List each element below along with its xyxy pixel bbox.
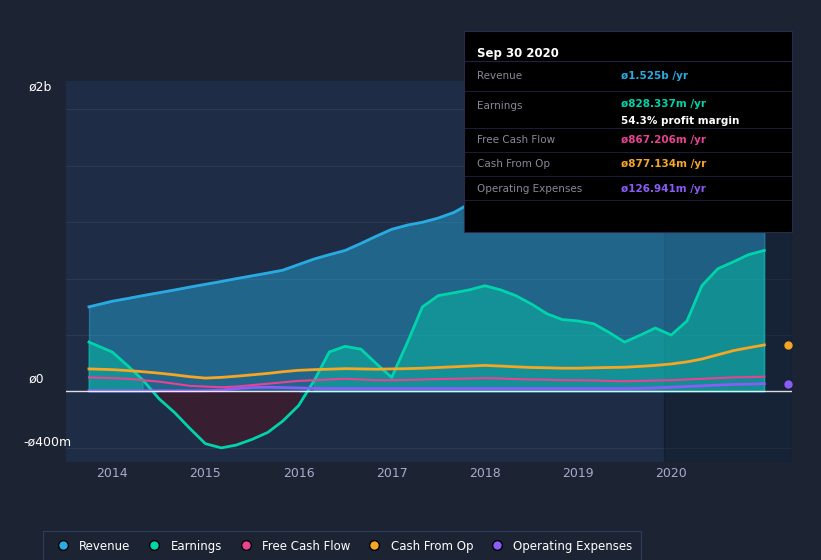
Text: Sep 30 2020: Sep 30 2020 xyxy=(477,47,559,60)
Text: ø1.525b /yr: ø1.525b /yr xyxy=(621,71,689,81)
Legend: Revenue, Earnings, Free Cash Flow, Cash From Op, Operating Expenses: Revenue, Earnings, Free Cash Flow, Cash … xyxy=(43,531,641,560)
Text: ø0: ø0 xyxy=(29,372,44,386)
Text: Free Cash Flow: Free Cash Flow xyxy=(477,134,555,144)
Text: ø126.941m /yr: ø126.941m /yr xyxy=(621,184,706,194)
Text: Earnings: Earnings xyxy=(477,101,522,111)
Text: 54.3% profit margin: 54.3% profit margin xyxy=(621,115,740,125)
Text: ø2b: ø2b xyxy=(29,80,52,94)
Text: Operating Expenses: Operating Expenses xyxy=(477,184,582,194)
Text: ø828.337m /yr: ø828.337m /yr xyxy=(621,99,707,109)
Text: ø867.206m /yr: ø867.206m /yr xyxy=(621,134,707,144)
Text: Revenue: Revenue xyxy=(477,71,522,81)
Bar xyxy=(663,81,792,462)
Text: ø877.134m /yr: ø877.134m /yr xyxy=(621,159,707,169)
Text: Cash From Op: Cash From Op xyxy=(477,159,550,169)
Text: -ø400m: -ø400m xyxy=(23,436,71,449)
